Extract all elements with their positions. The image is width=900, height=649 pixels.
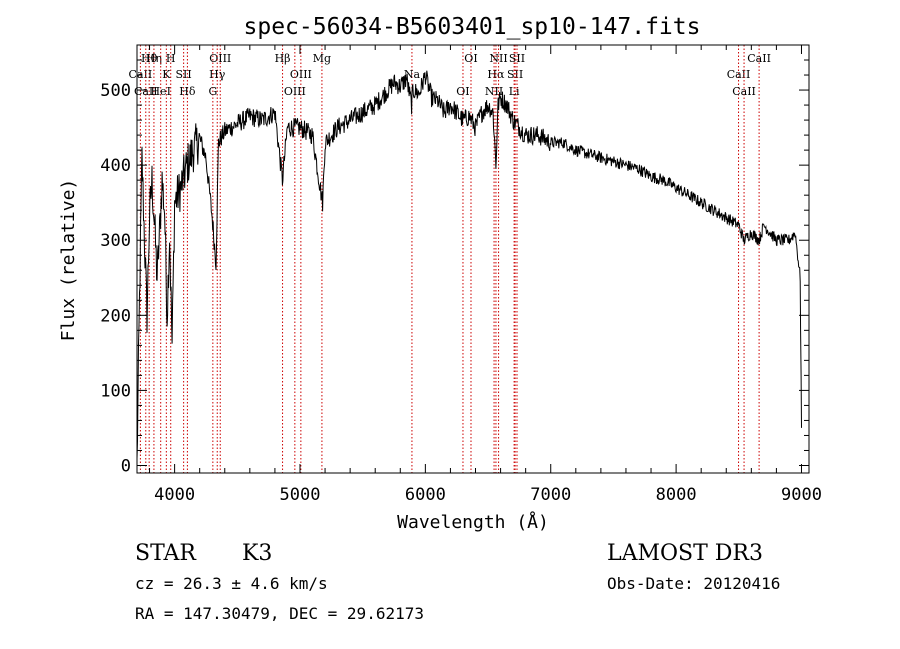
line-label: CaII — [129, 68, 153, 81]
line-label: Mg — [313, 52, 331, 65]
x-tick-label: 5000 — [280, 485, 321, 505]
object-subclass: K3 — [242, 541, 272, 566]
y-tick-label: 200 — [100, 306, 131, 326]
line-label: K — [162, 68, 171, 81]
x-tick-label: 8000 — [656, 485, 697, 505]
series-layer — [136, 70, 802, 459]
line-label: NII — [489, 52, 507, 65]
line-label: Hη — [146, 52, 162, 65]
line-label: SII — [507, 68, 523, 81]
obs-date: Obs-Date: 20120416 — [607, 574, 780, 593]
line-label: Hγ — [209, 68, 226, 81]
line-label: OIII — [284, 85, 306, 98]
x-axis: 4000 5000 6000 7000 8000 9000 — [149, 45, 822, 505]
line-label: CaII — [732, 85, 756, 98]
line-label: OI — [456, 85, 469, 98]
y-tick-label: 300 — [100, 231, 131, 251]
line-label: Hθ — [141, 52, 158, 65]
y-tick-label: 100 — [100, 381, 131, 401]
y-axis: 0 100 200 300 400 500 — [100, 59, 809, 476]
x-tick-label: 9000 — [781, 485, 822, 505]
line-label: Li — [509, 85, 520, 98]
line-label: SII — [176, 68, 192, 81]
chart-title: spec-56034-B5603401_sp10-147.fits — [244, 14, 701, 40]
x-tick-label: 7000 — [530, 485, 571, 505]
line-label: Na — [404, 68, 421, 81]
spectrum-line — [136, 70, 802, 459]
line-label: OI — [464, 52, 477, 65]
line-label: OIII — [209, 52, 231, 65]
redshift-text: cz = 26.3 ± 4.6 km/s — [135, 574, 328, 593]
x-tick-label: 4000 — [154, 485, 195, 505]
coordinates: RA = 147.30479, DEC = 29.62173 — [135, 604, 424, 623]
line-label: CaII — [747, 52, 771, 65]
y-tick-label: 400 — [100, 156, 131, 176]
line-label: Hα — [487, 68, 505, 81]
line-label: SII — [509, 52, 525, 65]
y-tick-label: 500 — [100, 81, 131, 101]
survey-name: LAMOST DR3 — [607, 541, 763, 566]
x-tick-label: 6000 — [405, 485, 446, 505]
line-label: Hβ — [275, 52, 291, 65]
y-axis-label: Flux (relative) — [58, 179, 79, 342]
plot-frame — [136, 44, 810, 474]
line-label: CaII — [727, 68, 751, 81]
x-axis-label: Wavelength (Å) — [397, 511, 549, 533]
line-label: G — [208, 85, 217, 98]
line-label: CaII — [134, 85, 158, 98]
line-label: OIII — [290, 68, 312, 81]
y-tick-label: 0 — [121, 456, 131, 476]
line-label: NII — [485, 85, 503, 98]
line-label: H — [166, 52, 176, 65]
line-label: HeI — [150, 85, 170, 98]
object-class: STAR — [135, 541, 197, 566]
line-label: Hδ — [179, 85, 196, 98]
